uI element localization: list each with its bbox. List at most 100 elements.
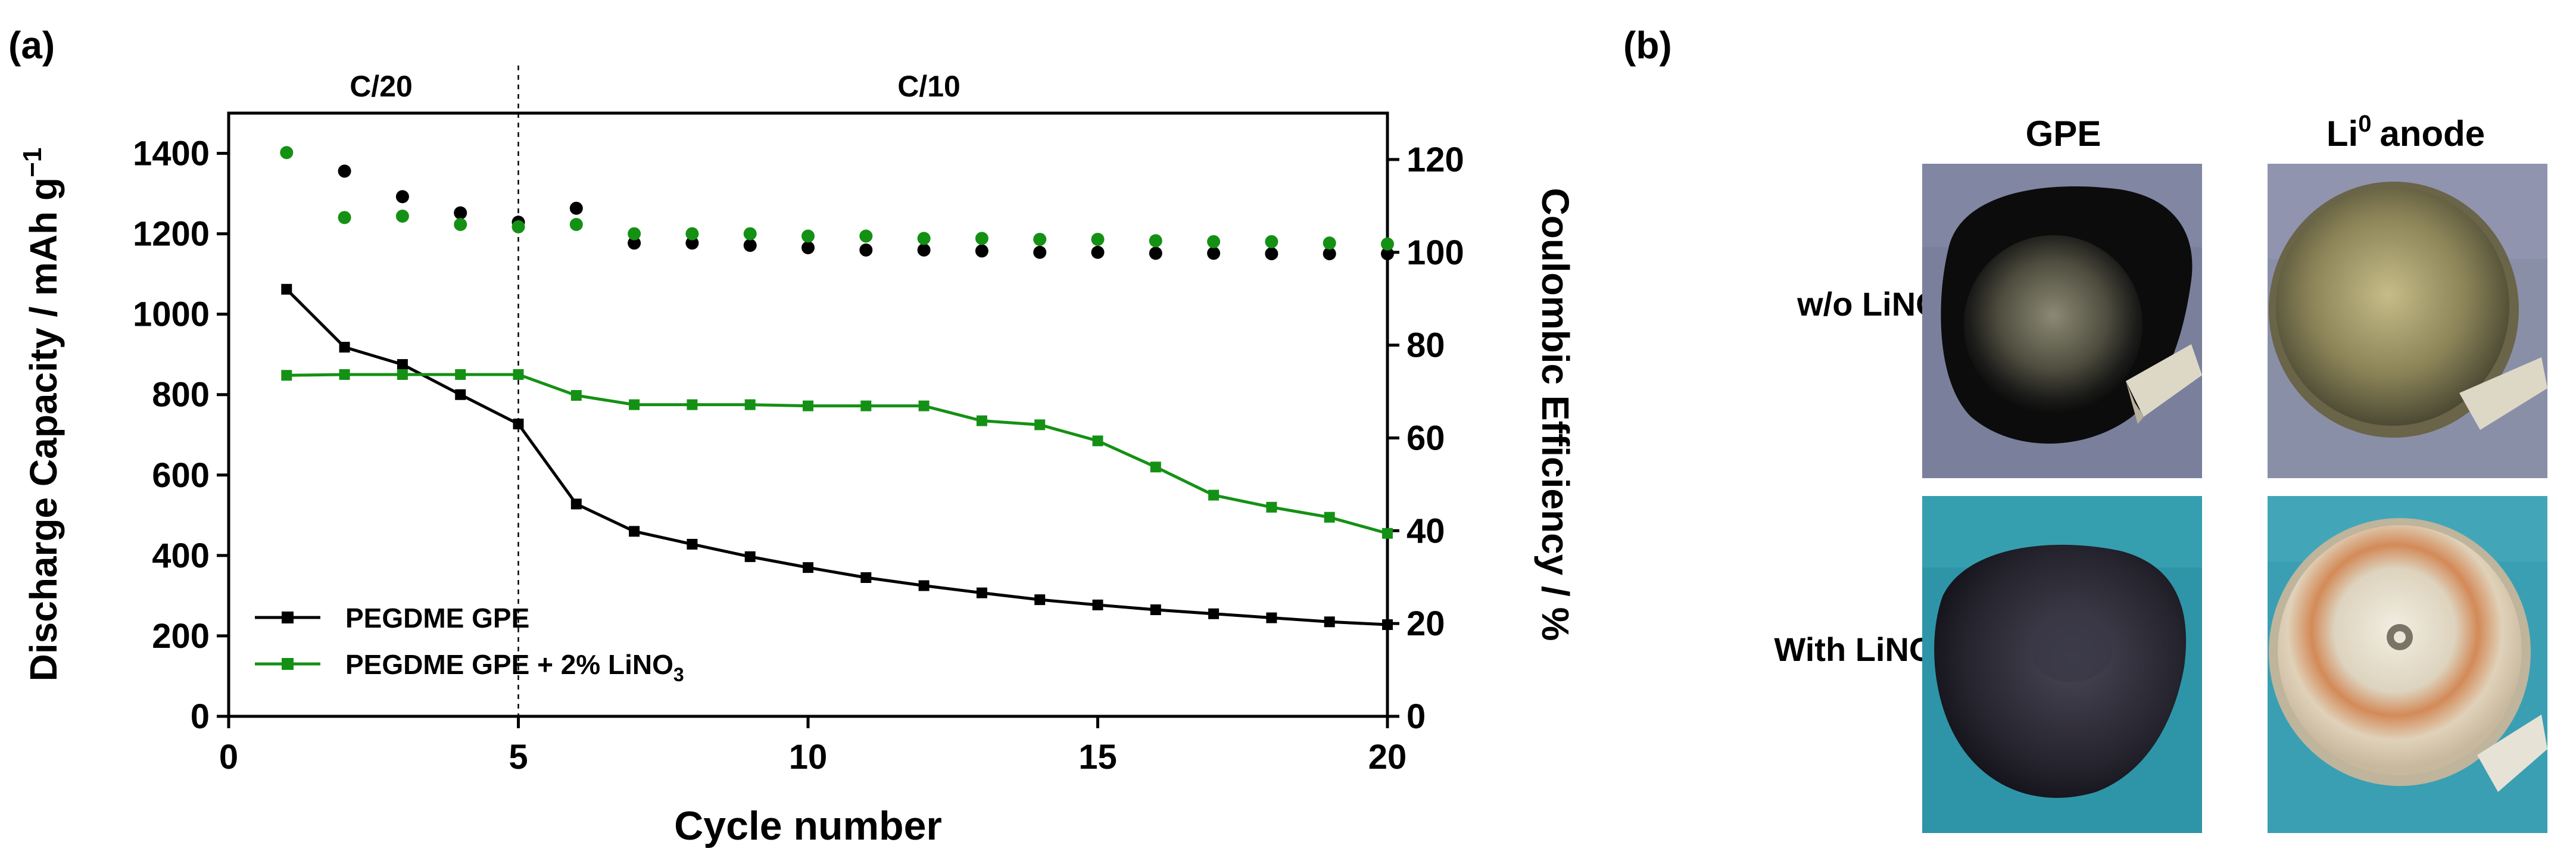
x-tick-label: 10 <box>789 738 828 776</box>
photo-li-without-lino3 <box>2268 164 2547 478</box>
capacity-chart: C/20 C/10 Cycle number Discharge Capacit… <box>18 65 1577 849</box>
capacity-point-series-1 <box>281 370 292 381</box>
ce-point-series-2 <box>628 236 641 250</box>
capacity-point-series-0 <box>1324 616 1335 628</box>
capacity-point-series-1 <box>1208 489 1220 501</box>
x-tick-label: 20 <box>1368 738 1407 776</box>
ce-point-series-2 <box>1207 247 1221 260</box>
capacity-point-series-1 <box>455 369 466 380</box>
capacity-point-series-0 <box>976 587 987 598</box>
y-right-tick-label: 60 <box>1406 419 1445 457</box>
capacity-point-series-0 <box>1266 612 1277 623</box>
ce-point-series-3 <box>975 232 988 245</box>
capacity-point-series-0 <box>339 342 350 353</box>
ce-point-series-2 <box>917 243 931 257</box>
y-left-tick-label: 1000 <box>133 295 210 334</box>
y-right-tick-label: 0 <box>1406 697 1426 736</box>
ce-point-series-2 <box>338 164 351 178</box>
photo-col-gpe: GPE <box>2026 114 2101 154</box>
capacity-point-series-1 <box>570 390 582 401</box>
capacity-point-series-1 <box>918 400 930 411</box>
y-right-tick-label: 120 <box>1406 141 1464 179</box>
capacity-point-series-0 <box>513 419 524 430</box>
ce-point-series-3 <box>1091 232 1105 246</box>
ce-point-series-3 <box>859 229 873 243</box>
ce-point-series-2 <box>802 241 815 254</box>
capacity-point-series-0 <box>918 580 930 591</box>
capacity-point-series-1 <box>860 400 872 411</box>
capacity-point-series-0 <box>1092 599 1103 610</box>
capacity-point-series-0 <box>629 526 640 537</box>
ce-point-series-3 <box>917 232 931 245</box>
capacity-point-series-1 <box>1034 419 1046 431</box>
capacity-point-series-1 <box>513 369 524 380</box>
capacity-line-series-1 <box>286 373 1388 535</box>
y-left-axis-title-sup: −1 <box>18 148 47 177</box>
y-left-tick-label: 400 <box>152 537 210 575</box>
capacity-point-series-1 <box>1092 435 1103 447</box>
ce-point-series-3 <box>395 209 409 223</box>
capacity-point-series-0 <box>455 389 466 400</box>
capacity-point-series-0 <box>687 538 698 550</box>
capacity-point-series-1 <box>1324 511 1335 523</box>
ce-point-series-3 <box>512 220 525 233</box>
ce-point-series-2 <box>1033 245 1047 259</box>
capacity-point-series-1 <box>397 369 408 380</box>
capacity-point-series-0 <box>744 551 756 562</box>
ce-point-series-3 <box>1381 237 1394 251</box>
capacity-point-series-1 <box>339 369 350 380</box>
y-right-tick-label: 100 <box>1406 233 1464 272</box>
ce-point-series-2 <box>454 206 467 220</box>
y-right-tick-label: 80 <box>1406 326 1445 365</box>
panel-a-label: (a) <box>8 24 55 67</box>
capacity-point-series-0 <box>1034 594 1046 606</box>
y-left-tick-label: 0 <box>191 697 210 736</box>
photo-col-li-anode: Li0 anode <box>2326 111 2485 154</box>
capacity-point-series-0 <box>397 359 408 370</box>
capacity-point-series-0 <box>803 562 813 573</box>
x-axis-title: Cycle number <box>674 803 942 849</box>
y-right-tick-label: 40 <box>1406 511 1445 550</box>
ce-point-series-3 <box>338 211 351 224</box>
ce-point-series-3 <box>1149 234 1162 248</box>
legend-label-black: PEGDME GPE <box>345 603 529 634</box>
capacity-point-series-1 <box>803 400 813 411</box>
legend-marker-green <box>282 658 294 670</box>
capacity-point-series-0 <box>1382 619 1393 631</box>
ce-point-series-3 <box>1265 235 1278 248</box>
y-left-tick-label: 200 <box>152 617 210 656</box>
capacity-point-series-1 <box>976 415 987 426</box>
capacity-line-series-0 <box>285 288 1388 626</box>
x-tick-label: 0 <box>219 738 238 776</box>
ce-point-series-3 <box>685 227 699 241</box>
x-tick-label: 15 <box>1078 738 1117 776</box>
capacity-point-series-0 <box>281 283 292 295</box>
y-right-tick-label: 20 <box>1406 604 1445 643</box>
ce-point-series-3 <box>1033 232 1047 246</box>
legend-label-green-sub: 3 <box>673 664 684 685</box>
photo-gpe-with-lino3 <box>1922 496 2202 833</box>
legend-label-green: PEGDME GPE + 2% LiNO3 <box>345 649 684 685</box>
capacity-point-series-0 <box>570 498 582 510</box>
capacity-point-series-0 <box>860 572 872 584</box>
capacity-point-series-1 <box>1382 528 1393 539</box>
ce-point-series-2 <box>1381 247 1394 261</box>
ce-point-series-2 <box>1323 247 1336 261</box>
capacity-point-series-1 <box>629 399 640 410</box>
y-left-tick-label: 600 <box>152 456 210 495</box>
ce-point-series-2 <box>569 201 583 215</box>
ce-point-series-2 <box>395 190 409 204</box>
capacity-point-series-1 <box>1266 501 1277 513</box>
ce-point-series-3 <box>1207 235 1221 248</box>
ce-point-series-3 <box>569 218 583 232</box>
ce-point-series-2 <box>859 243 873 257</box>
capacity-point-series-1 <box>687 399 698 410</box>
ce-point-series-2 <box>975 244 988 258</box>
y-left-axis-title: Discharge Capacity / mAh g−1 <box>18 148 65 682</box>
capacity-point-series-1 <box>744 399 756 410</box>
legend: PEGDME GPE PEGDME GPE + 2% LiNO3 <box>255 603 684 685</box>
y-right-axis-title: Coulombic Efficiency / % <box>1534 188 1577 641</box>
capacity-point-series-0 <box>1150 604 1161 616</box>
